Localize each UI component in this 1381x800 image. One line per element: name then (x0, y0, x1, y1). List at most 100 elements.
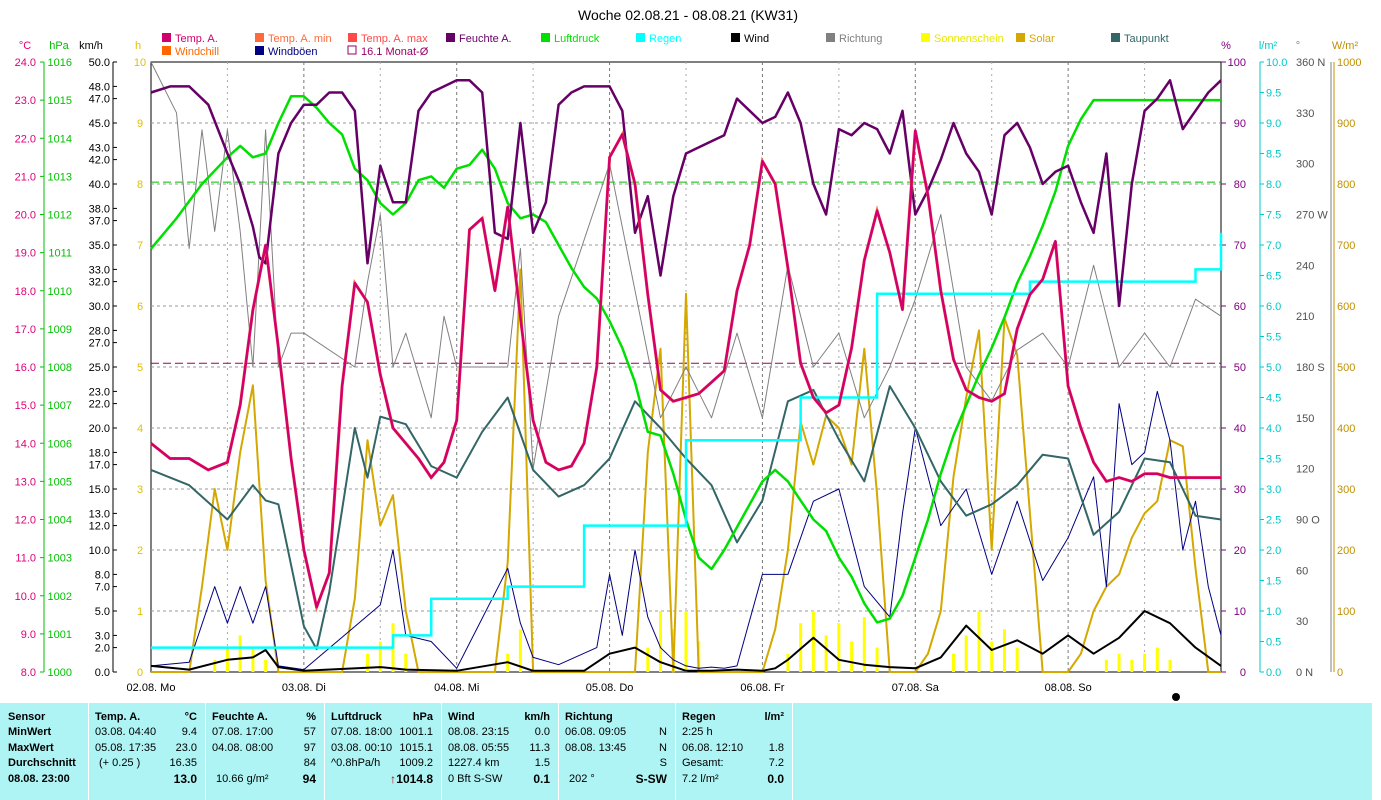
tick-sun: 0 (137, 667, 143, 679)
series-regen (151, 232, 1223, 649)
tick-dir: 360 N (1296, 57, 1325, 69)
sunshine-bar (952, 653, 955, 672)
rain-max-time: 06.08. 12:10 (682, 742, 744, 754)
tick-dir: 120 (1296, 464, 1314, 476)
series-feuchte-a- (150, 79, 1222, 308)
x-tick-day: 03.08. Di (282, 682, 326, 694)
wind-avg-extra: 1227.4 km (448, 757, 500, 769)
series-taupunkt (150, 385, 1222, 651)
sunshine-bar (1155, 647, 1159, 672)
axis-unit-temp: °C (19, 40, 31, 52)
tick-press: 1006 (48, 438, 72, 450)
hum-min-value: 57 (303, 726, 316, 738)
hum-avg-value: 84 (303, 757, 316, 769)
tick-rain: 2.5 (1266, 515, 1281, 527)
tick-dir: 270 W (1296, 210, 1328, 222)
temp-unit: °C (184, 711, 197, 723)
tick-rain: 8.5 (1266, 149, 1281, 161)
temp-avg-extra: (+ 0.25 ) (99, 757, 141, 769)
tick-wind: 38.0 (89, 203, 110, 215)
tick-wind: 5.0 (95, 606, 110, 618)
dir-avg-value: S (659, 757, 667, 769)
sunshine-bar (378, 641, 382, 672)
legend-swatch-temp-a- (162, 33, 171, 42)
tick-solar: 300 (1337, 484, 1355, 496)
dir-now-value: S-SW (635, 772, 667, 786)
dir-header: Richtung (565, 711, 613, 723)
tick-temp: 18.0 (15, 286, 36, 298)
tick-solar: 600 (1337, 301, 1355, 313)
sunshine-bar (824, 635, 828, 672)
wind-avg-value: 1.5 (534, 757, 550, 769)
tick-press: 1007 (48, 400, 72, 412)
x-tick-day: 02.08. Mo (127, 682, 176, 694)
tick-rain: 0.5 (1266, 637, 1281, 649)
tick-press: 1015 (48, 95, 72, 107)
tick-wind: 8.0 (95, 569, 110, 581)
temp-header: Temp. A. (95, 711, 141, 723)
sunshine-bar (875, 647, 879, 672)
series-richtung (150, 61, 1222, 470)
row-now-label: 08.08. 23:00 (8, 773, 70, 785)
weather-chart: Woche 02.08.21 - 08.08.21 (KW31) Temp. A… (14, 7, 1362, 701)
legend-label-feuchte-a-: Feuchte A. (459, 33, 512, 45)
legend-label-temp-a-min: Temp. A. min (268, 33, 332, 45)
tick-rain: 6.0 (1266, 301, 1281, 313)
rain-max-value: 1.8 (768, 742, 784, 754)
wind-min-time: 08.08. 23:15 (448, 726, 510, 738)
tick-temp: 24.0 (15, 57, 36, 69)
axis-unit-dir: ° (1296, 40, 1300, 52)
tick-rain: 1.5 (1266, 576, 1281, 588)
tick-rain: 3.0 (1266, 484, 1281, 496)
tick-wind: 30.0 (89, 301, 110, 313)
tick-wind: 33.0 (89, 264, 110, 276)
stats-col-temp: Temp. A. °C 03.08. 04:40 9.4 05.08. 17:3… (89, 703, 206, 800)
tick-press: 1014 (48, 133, 72, 145)
tick-hum: 0 (1240, 667, 1246, 679)
tick-solar: 900 (1337, 118, 1355, 130)
tick-rain: 5.5 (1266, 332, 1281, 344)
hum-unit: % (306, 711, 316, 723)
tick-temp: 16.0 (15, 362, 36, 374)
row-avg-label: Durchschnitt (8, 757, 76, 769)
legend-label-16-1-monat-: 16.1 Monat-Ø (361, 46, 429, 58)
tick-dir: 30 (1296, 616, 1308, 628)
tick-solar: 0 (1337, 667, 1343, 679)
tick-press: 1016 (48, 57, 72, 69)
tick-sun: 1 (137, 606, 143, 618)
stats-col-hum: Feuchte A. % 07.08. 17:00 57 04.08. 08:0… (206, 703, 325, 800)
tick-wind: 32.0 (89, 277, 110, 289)
tick-rain: 6.5 (1266, 271, 1281, 283)
rain-avg-extra: Gesamt: (682, 757, 724, 769)
tick-wind: 27.0 (89, 338, 110, 350)
row-max-label: MaxWert (8, 742, 54, 754)
tick-dir: 240 (1296, 260, 1314, 272)
row-min-label: MinWert (8, 726, 52, 738)
tick-press: 1001 (48, 629, 72, 641)
tick-wind: 3.0 (95, 630, 110, 642)
tick-temp: 23.0 (15, 95, 36, 107)
tick-temp: 12.0 (15, 515, 36, 527)
tick-wind: 10.0 (89, 545, 110, 557)
tick-rain: 1.0 (1266, 606, 1281, 618)
dir-min-time: 06.08. 09:05 (565, 726, 627, 738)
tick-hum: 70 (1234, 240, 1246, 252)
sunshine-bar (786, 653, 790, 672)
stats-col-sensor: Sensor MinWert MaxWert Durchschnitt 08.0… (0, 703, 89, 800)
tick-hum: 20 (1234, 545, 1246, 557)
axis-unit-press: hPa (49, 40, 69, 52)
tick-solar: 1000 (1337, 57, 1361, 69)
tick-hum: 90 (1234, 118, 1246, 130)
sunshine-bar (1143, 653, 1147, 672)
tick-sun: 3 (137, 484, 143, 496)
legend-swatch-regen (636, 33, 645, 42)
header-sensor: Sensor (8, 711, 46, 723)
tick-dir: 60 (1296, 565, 1308, 577)
wind-max-value: 11.3 (529, 742, 550, 754)
stats-table: Sensor MinWert MaxWert Durchschnitt 08.0… (0, 703, 1372, 800)
axis-unit-wind: km/h (79, 40, 103, 52)
tick-sun: 4 (137, 423, 143, 435)
tick-wind: 22.0 (89, 399, 110, 411)
tick-solar: 500 (1337, 362, 1355, 374)
axis-unit-sun: h (135, 40, 141, 52)
